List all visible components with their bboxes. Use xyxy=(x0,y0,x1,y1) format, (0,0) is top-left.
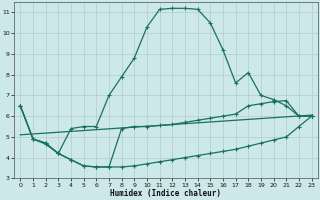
X-axis label: Humidex (Indice chaleur): Humidex (Indice chaleur) xyxy=(110,189,221,198)
